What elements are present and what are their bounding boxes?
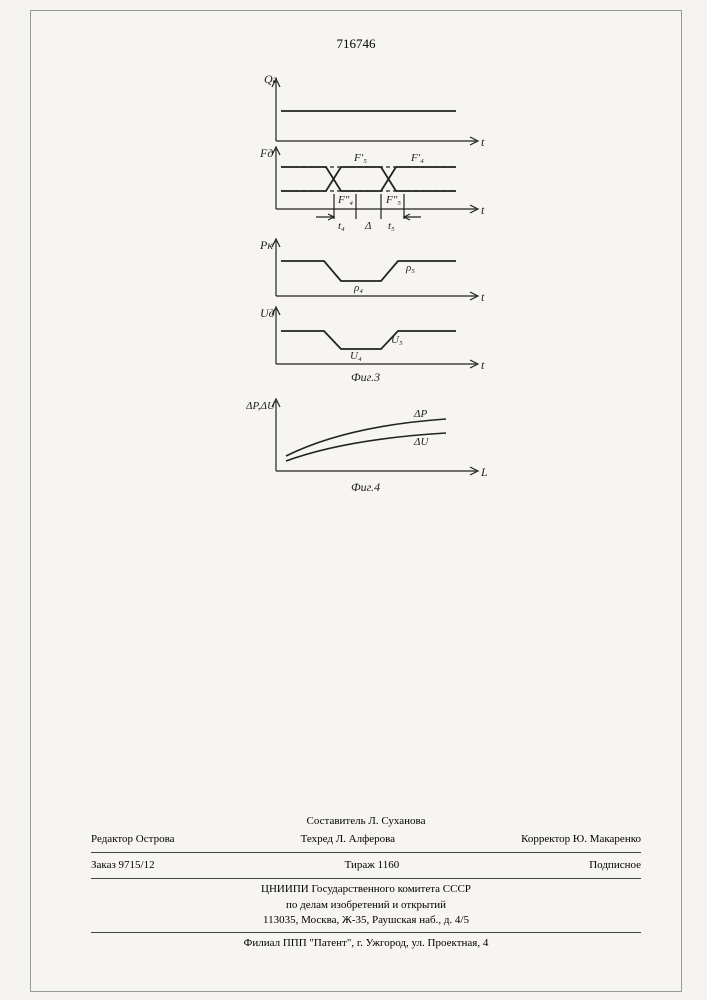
org2: по делам изобретений и открытий (91, 898, 641, 913)
svg-text:Fд: Fд (259, 146, 273, 160)
panel-p: Pк t ρ₄ ρ₅ (259, 238, 485, 304)
editor: Редактор Острова (91, 832, 175, 847)
svg-text:t₄: t₄ (338, 220, 345, 232)
tirazh: Тираж 1160 (345, 858, 400, 873)
svg-text:F″₄: F″₄ (337, 194, 353, 206)
svg-text:Uд: Uд (260, 306, 275, 320)
svg-text:F′₄: F′₄ (410, 152, 424, 164)
compiler: Составитель Л. Суханова (91, 814, 641, 829)
panel-delta: ΔP,ΔU L ΔP ΔU Фиг.4 (246, 399, 488, 494)
podpisnoe: Подписное (589, 858, 641, 873)
svg-text:U₄: U₄ (350, 350, 362, 362)
svg-text:ρ₅: ρ₅ (405, 262, 415, 274)
panel-u: Uд t U₄ U₅ Фиг.3 (260, 306, 485, 384)
svg-text:ΔU: ΔU (413, 436, 429, 448)
page: 716746 Qг t (30, 10, 682, 992)
panel-q: Qг t (264, 72, 485, 149)
svg-text:Фиг.3: Фиг.3 (351, 370, 380, 384)
figures-svg: Qг t (246, 71, 506, 511)
corrector: Корректор Ю. Макаренко (521, 832, 641, 847)
svg-text:t₅: t₅ (388, 220, 395, 232)
org1: ЦНИИПИ Государственного комитета СССР (91, 882, 641, 897)
svg-text:t: t (481, 290, 485, 304)
org3: 113035, Москва, Ж-35, Раушская наб., д. … (91, 913, 641, 928)
axis-t1: t (481, 135, 485, 149)
patent-number: 716746 (337, 36, 376, 52)
svg-text:F″₅: F″₅ (385, 194, 401, 206)
svg-text:Δ: Δ (364, 220, 371, 232)
svg-text:Фиг.4: Фиг.4 (351, 480, 380, 494)
svg-text:L: L (480, 465, 488, 479)
svg-text:ΔP,ΔU: ΔP,ΔU (246, 400, 276, 412)
order: Заказ 9715/12 (91, 858, 155, 873)
svg-text:F′₅: F′₅ (353, 152, 367, 164)
svg-text:ρ₄: ρ₄ (353, 282, 363, 294)
panel-f: Fд t F′₅ F′₄ F″₄ F″₅ t₄ Δ t₅ (259, 146, 485, 232)
svg-text:Pк: Pк (259, 238, 273, 252)
svg-text:U₅: U₅ (391, 334, 403, 346)
diagrams-block: Qг t (246, 71, 506, 511)
axis-q: Qг (264, 72, 278, 86)
svg-text:t: t (481, 358, 485, 372)
branch: Филиал ППП "Патент", г. Ужгород, ул. Про… (91, 936, 641, 951)
footer: Составитель Л. Суханова Редактор Острова… (91, 814, 641, 951)
techred: Техред Л. Алферова (301, 832, 395, 847)
svg-text:t: t (481, 203, 485, 217)
svg-text:ΔP: ΔP (413, 408, 427, 420)
